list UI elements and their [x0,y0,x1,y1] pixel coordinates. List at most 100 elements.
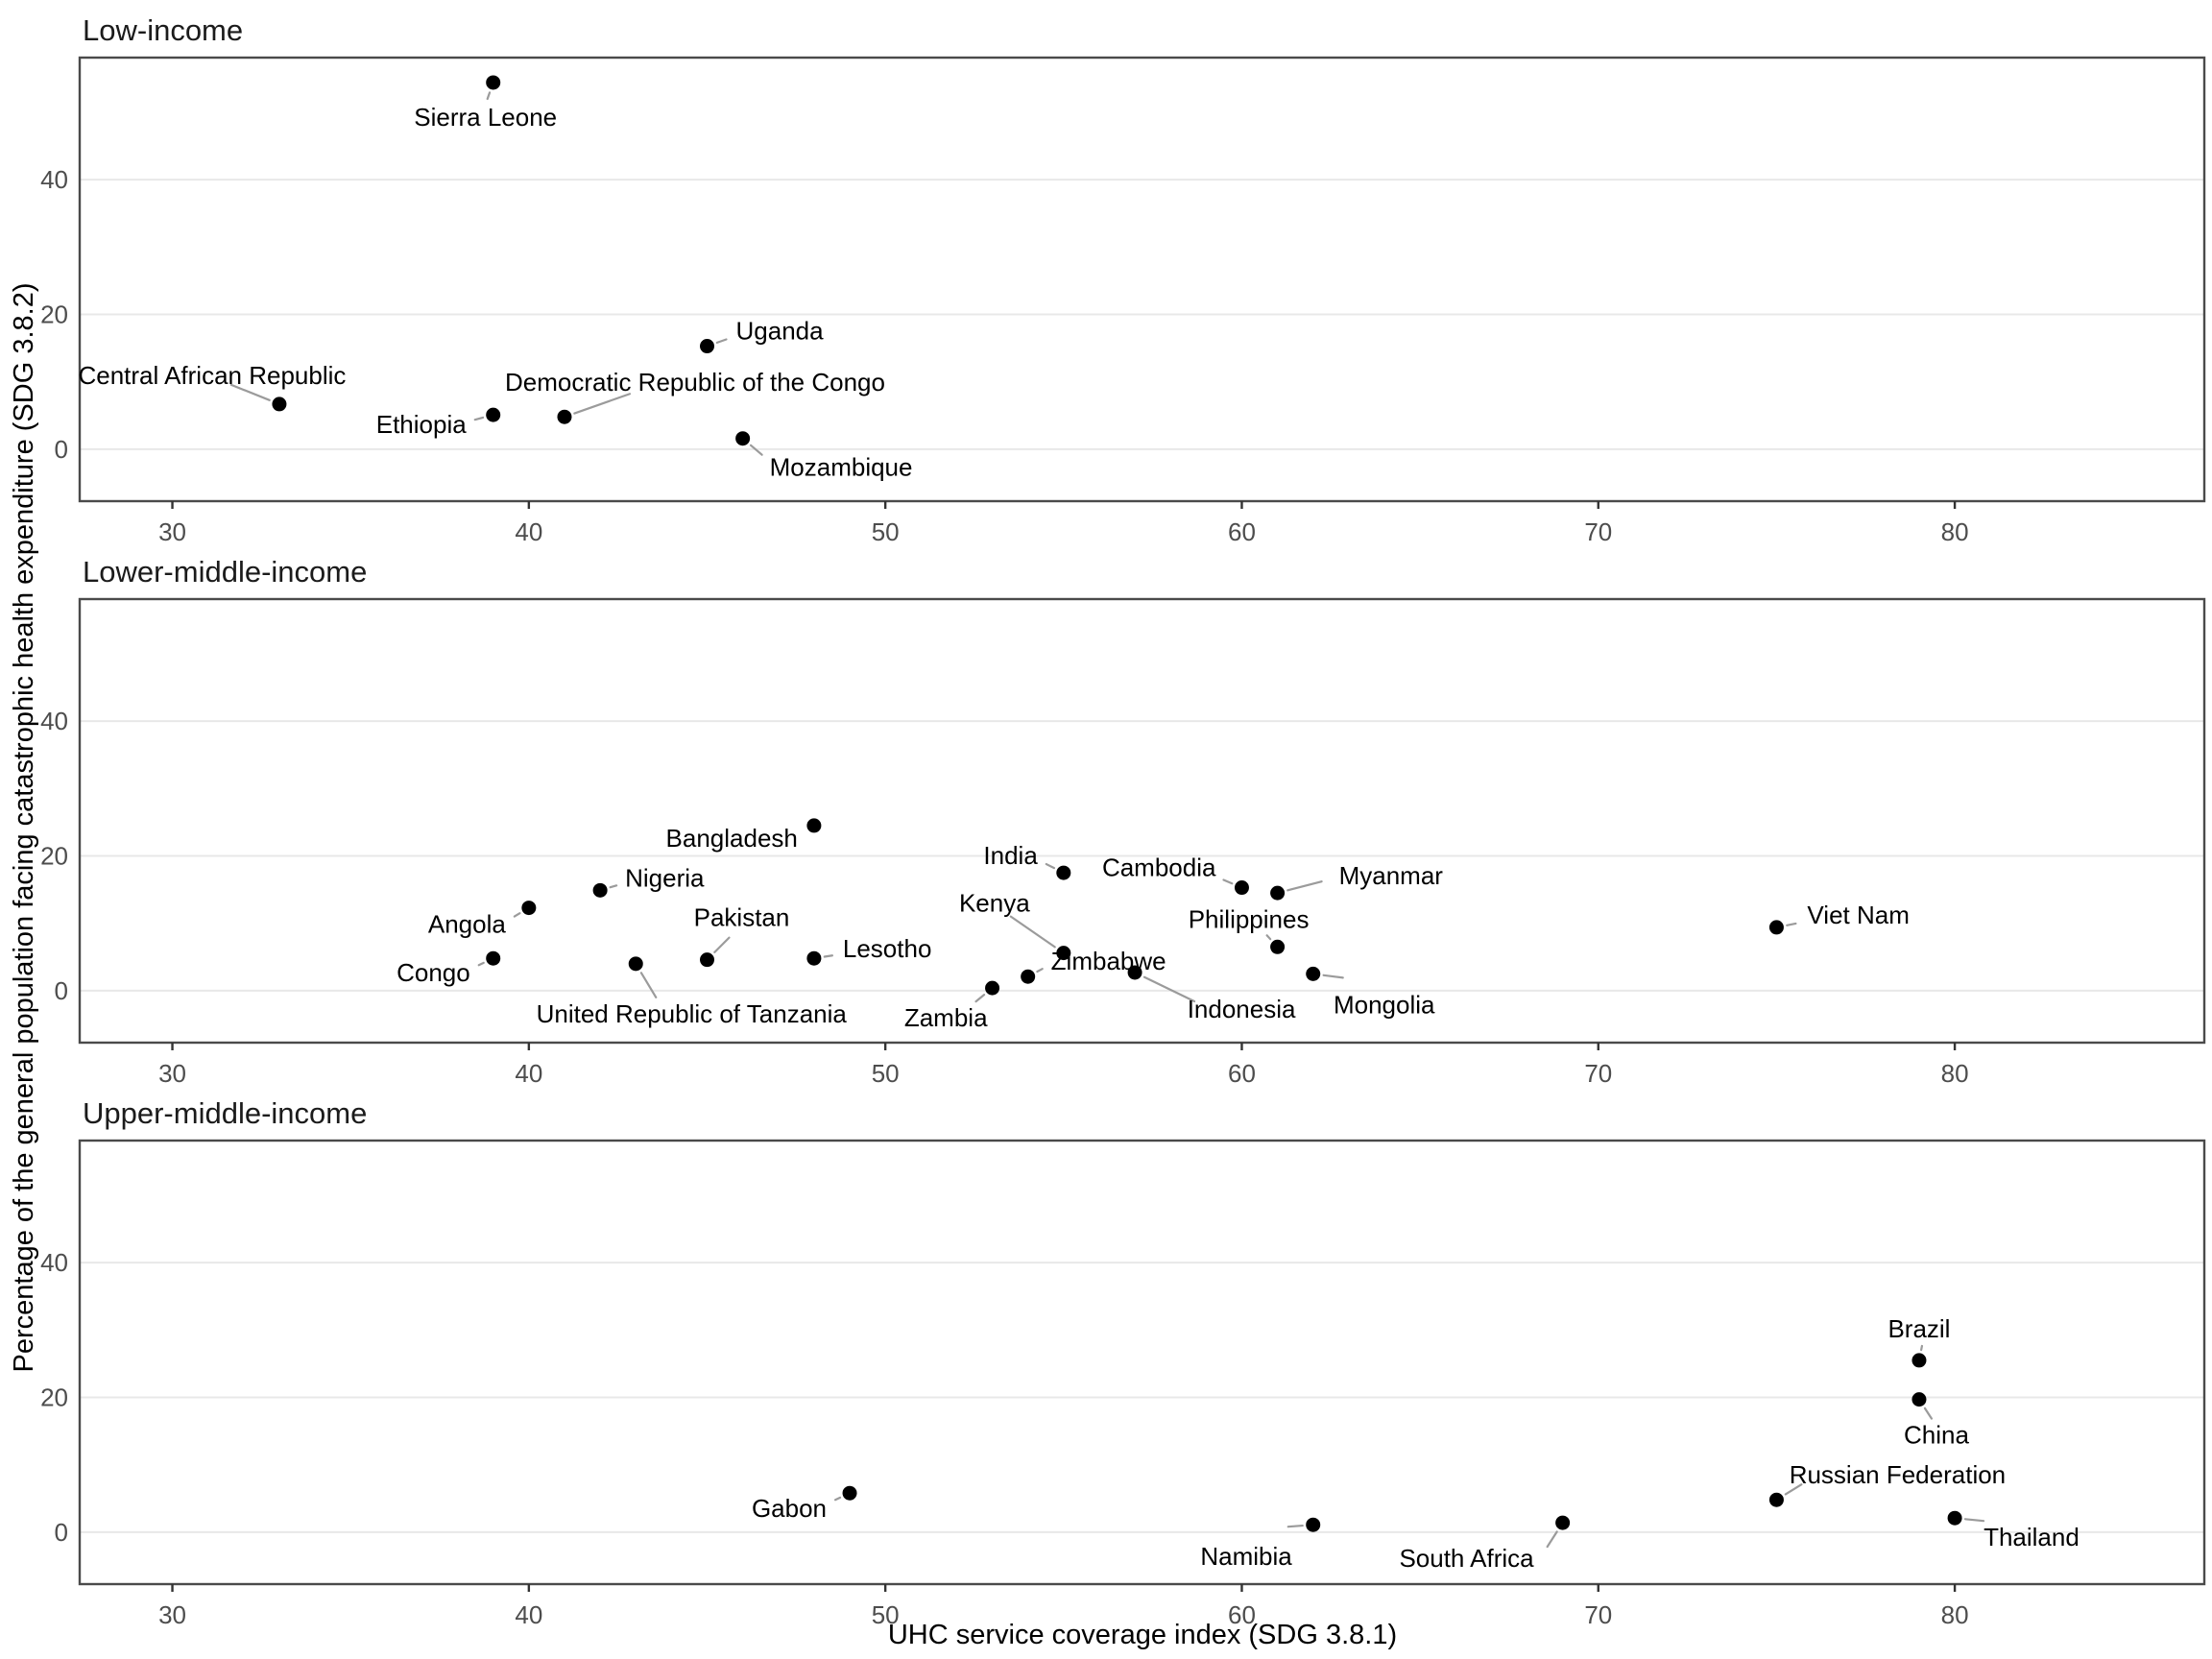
point-label: Bangladesh [666,824,798,853]
x-tick-label: 60 [1228,517,1256,546]
label-leader-line [486,91,492,101]
point-label: Myanmar [1339,861,1444,890]
point-label: China [1904,1421,1969,1450]
point-label: South Africa [1399,1544,1534,1573]
label-leader-line [1036,968,1044,974]
label-leader-line [1923,1407,1934,1420]
data-point [1947,1510,1962,1526]
point-label: United Republic of Tanzania [537,999,848,1028]
x-tick-label: 70 [1584,517,1612,546]
label-leader-line [1265,934,1272,941]
point-label: Congo [397,958,470,987]
data-point [1056,865,1071,880]
data-point [1234,880,1249,896]
label-leader-line [229,383,271,401]
panel-border [78,597,2206,1045]
y-tick-label: 40 [40,165,68,194]
data-point [486,950,501,966]
data-point [1306,1517,1321,1532]
label-leader-line [1786,922,1797,926]
data-point [842,1485,857,1501]
data-point [1768,920,1784,935]
data-point [557,409,572,424]
data-point [521,901,537,916]
data-point [486,407,501,422]
data-point [1555,1515,1571,1530]
data-point [735,431,751,446]
point-label: Pakistan [694,903,790,932]
point-label: Brazil [1887,1314,1950,1343]
x-tick-label: 30 [158,517,186,546]
data-point [486,75,501,90]
point-label: Mongolia [1334,990,1435,1019]
data-point [1056,946,1071,961]
data-point [1270,939,1286,954]
label-leader-line [823,954,833,958]
point-label: Democratic Republic of the Congo [505,368,885,397]
panels-group: 0 20 40 30 40 50 60 70 80 Sierra Leone Uganda Centr… [40,56,2206,1629]
facet-title-upper-middle-income: Upper-middle-income [83,1096,367,1130]
x-tick-label: 50 [872,517,900,546]
x-tick-label: 60 [1228,1600,1256,1629]
x-tick-label: 80 [1941,1059,1969,1088]
point-label: Angola [428,910,506,939]
data-point [806,818,822,833]
label-leader-line [573,393,632,415]
data-point [1306,966,1321,981]
panel-border [78,56,2206,503]
data-point [700,339,715,354]
point-label: Cambodia [1102,854,1216,882]
y-tick-label: 20 [40,1383,68,1412]
panel-border [78,1139,2206,1586]
x-tick-label: 70 [1584,1600,1612,1629]
data-point [1768,1492,1784,1507]
point-label: India [983,841,1038,870]
point-label: Uganda [736,317,825,346]
label-leader-line [1920,1344,1924,1352]
x-tick-label: 40 [515,1600,542,1629]
point-label: Viet Nam [1807,901,1909,929]
y-tick-label: 0 [55,1518,68,1547]
x-tick-label: 50 [872,1600,900,1629]
point-label: Kenya [959,889,1030,918]
data-point [1021,969,1036,984]
facet-title-lower-middle-income: Lower-middle-income [83,555,367,589]
data-point [1127,965,1142,980]
label-leader-line [974,994,986,1003]
y-axis-title: Percentage of the general population fac… [9,283,39,1373]
label-leader-line [609,884,618,889]
data-point [272,397,287,412]
data-point [1911,1353,1927,1368]
label-leader-line [1546,1530,1558,1549]
data-point [628,956,643,972]
point-label: Indonesia [1188,995,1296,1023]
label-leader-line [1222,878,1234,885]
point-label: Thailand [1984,1523,2080,1551]
label-leader-line [715,338,728,344]
label-leader-line [749,444,763,456]
point-label: Gabon [752,1494,827,1523]
point-label: Central African Republic [78,361,346,390]
label-leader-line [833,1496,842,1502]
data-point [806,950,822,966]
label-leader-line [513,912,521,918]
point-label: Philippines [1189,904,1310,933]
x-tick-label: 80 [1941,1600,1969,1629]
x-tick-label: 60 [1228,1059,1256,1088]
y-tick-label: 0 [55,435,68,464]
y-tick-label: 20 [40,301,68,329]
label-leader-line [1322,974,1344,979]
point-label: Russian Federation [1790,1460,2006,1489]
x-tick-label: 80 [1941,517,1969,546]
x-tick-label: 40 [515,1059,542,1088]
x-tick-label: 30 [158,1600,186,1629]
label-leader-line [1784,1483,1803,1496]
label-leader-line [713,936,731,953]
label-leader-line [1286,880,1323,892]
y-tick-label: 20 [40,842,68,871]
data-point [700,952,715,968]
label-leader-line [1009,915,1056,949]
label-leader-line [1286,1524,1304,1528]
label-leader-line [1142,975,1196,1003]
